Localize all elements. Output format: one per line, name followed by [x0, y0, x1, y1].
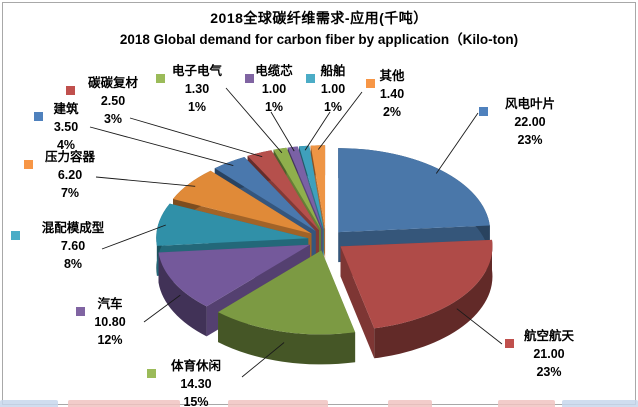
- leader-line-cable-core: [270, 111, 295, 152]
- legend-marker-aerospace: [505, 339, 514, 348]
- label-other-name: 其他: [379, 69, 405, 83]
- label-sports-leisure-value: 14.30: [180, 377, 212, 391]
- label-sports-leisure-name: 体育休闲: [170, 359, 222, 373]
- label-cable-core-pct: 1%: [264, 100, 284, 114]
- leader-line-other: [317, 91, 363, 150]
- legend-marker-electronics: [156, 74, 165, 83]
- label-electronics-value: 1.30: [184, 82, 210, 96]
- label-cable-core: 电缆芯 1.00 1%: [255, 62, 293, 116]
- label-carbon-carbon-composite: 碳碳复材 2.50 3%: [88, 74, 138, 128]
- legend-marker-construction: [34, 112, 43, 121]
- label-carbon-carbon-composite-name: 碳碳复材: [87, 76, 139, 90]
- chart-title-zh: 2018全球碳纤维需求-应用(千吨）: [210, 10, 428, 26]
- watermark-fragment: [498, 400, 555, 407]
- legend-marker-marine: [306, 74, 315, 83]
- label-marine-name: 船舶: [320, 64, 346, 78]
- label-wind-blades-name: 风电叶片: [504, 97, 556, 111]
- label-cable-core-value: 1.00: [261, 82, 287, 96]
- legend-marker-carbon-carbon-composite: [66, 86, 75, 95]
- legend-marker-pressure-vessel: [24, 160, 33, 169]
- watermark-fragment: [0, 400, 58, 407]
- leader-line-electronics: [225, 87, 283, 154]
- legend-marker-automotive: [76, 307, 85, 316]
- watermark-fragment: [562, 400, 638, 407]
- label-carbon-carbon-composite-pct: 3%: [103, 112, 123, 126]
- label-automotive-name: 汽车: [97, 297, 123, 311]
- label-wind-blades-pct: 23%: [517, 133, 543, 147]
- label-wind-blades-value: 22.00: [514, 115, 546, 129]
- pie-slice-aerospace: [340, 239, 493, 359]
- label-aerospace: 航空航天 21.00 23%: [524, 327, 574, 381]
- label-aerospace-name: 航空航天: [523, 329, 575, 343]
- label-automotive: 汽车 10.80 12%: [94, 295, 125, 349]
- label-construction-value: 3.50: [53, 120, 79, 134]
- leader-line-construction: [89, 126, 234, 167]
- legend-marker-wind-blades: [479, 107, 488, 116]
- label-electronics-name: 电子电气: [171, 64, 223, 78]
- label-carbon-carbon-composite-value: 2.50: [100, 94, 126, 108]
- label-pressure-vessel-pct: 7%: [60, 186, 80, 200]
- label-aerospace-pct: 23%: [536, 365, 562, 379]
- label-molding-compound-pct: 8%: [63, 257, 83, 271]
- label-construction: 建筑 3.50 4%: [53, 100, 78, 154]
- label-pressure-vessel-value: 6.20: [57, 168, 83, 182]
- leader-line-pressure-vessel: [95, 176, 196, 187]
- leader-line-molding-compound: [101, 224, 166, 250]
- leader-line-carbon-carbon-composite: [129, 117, 263, 158]
- label-automotive-value: 10.80: [94, 315, 126, 329]
- label-molding-compound-name: 混配模成型: [41, 221, 105, 235]
- label-other-value: 1.40: [379, 87, 405, 101]
- legend-marker-cable-core: [245, 74, 254, 83]
- watermark-fragment: [228, 400, 328, 407]
- leader-line-wind-blades: [435, 112, 479, 174]
- label-electronics-pct: 1%: [187, 100, 207, 114]
- label-marine-value: 1.00: [320, 82, 346, 96]
- label-molding-compound: 混配模成型 7.60 8%: [42, 219, 105, 273]
- leader-line-marine: [304, 111, 331, 151]
- label-wind-blades: 风电叶片 22.00 23%: [505, 95, 555, 149]
- label-cable-core-name: 电缆芯: [255, 64, 293, 78]
- label-other: 其他 1.40 2%: [379, 67, 404, 121]
- label-pressure-vessel-name: 压力容器: [44, 150, 96, 164]
- leader-line-aerospace: [456, 308, 503, 345]
- label-construction-pct: 4%: [56, 138, 76, 152]
- label-sports-leisure: 体育休闲 14.30 15%: [171, 357, 221, 407]
- label-marine-pct: 1%: [323, 100, 343, 114]
- legend-marker-sports-leisure: [147, 369, 156, 378]
- label-pressure-vessel: 压力容器 6.20 7%: [45, 148, 95, 202]
- label-molding-compound-value: 7.60: [60, 239, 86, 253]
- legend-marker-other: [366, 79, 375, 88]
- watermark-fragment: [68, 400, 180, 407]
- leader-line-automotive: [143, 294, 181, 323]
- watermark-fragment: [388, 400, 432, 407]
- label-sports-leisure-pct: 15%: [183, 395, 209, 407]
- label-automotive-pct: 12%: [97, 333, 123, 347]
- pie-slice-sports-leisure: [218, 250, 356, 365]
- legend-marker-molding-compound: [11, 231, 20, 240]
- leader-line-sports-leisure: [241, 342, 285, 378]
- label-construction-name: 建筑: [53, 102, 79, 116]
- label-aerospace-value: 21.00: [533, 347, 565, 361]
- label-other-pct: 2%: [382, 105, 402, 119]
- label-marine: 船舶 1.00 1%: [320, 62, 345, 116]
- chart-title-en: 2018 Global demand for carbon fiber by a…: [119, 32, 519, 47]
- label-electronics: 电子电气 1.30 1%: [172, 62, 222, 116]
